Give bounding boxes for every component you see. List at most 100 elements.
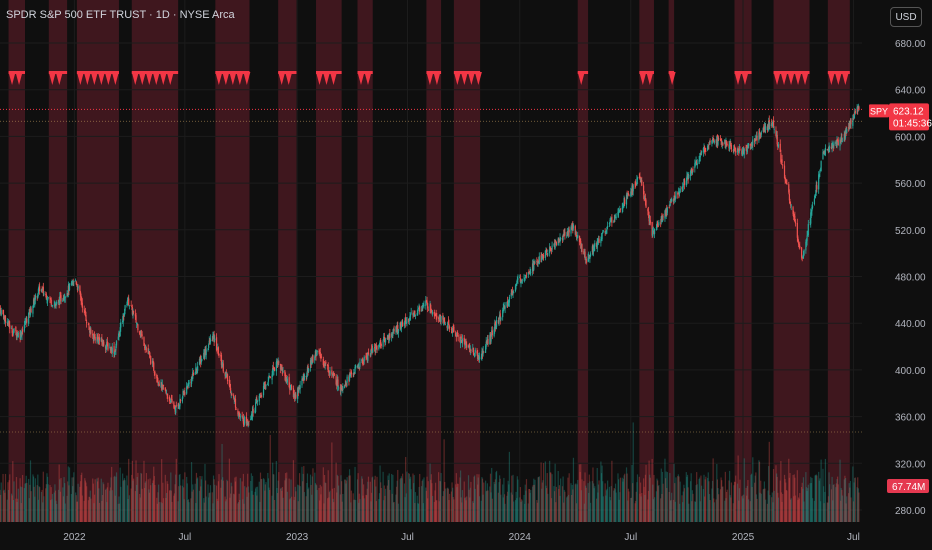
candle-body — [510, 292, 512, 297]
candle-body — [158, 383, 160, 386]
volume-bar — [607, 480, 609, 522]
volume-bar — [840, 500, 842, 522]
volume-bar — [265, 482, 267, 522]
volume-bar — [700, 485, 703, 522]
candle-body — [690, 169, 692, 173]
candle-body — [267, 383, 269, 386]
volume-bar — [57, 489, 60, 522]
candle-body — [24, 320, 26, 324]
candle-body — [572, 225, 575, 229]
volume-bar — [691, 490, 694, 522]
volume-bar — [156, 497, 158, 522]
volume-bar — [361, 476, 363, 522]
volume-bar — [600, 461, 602, 522]
candle-body — [6, 321, 8, 323]
candle-body — [10, 328, 13, 329]
candle-body — [813, 198, 816, 205]
volume-bar — [455, 473, 457, 522]
candle-body — [741, 150, 744, 156]
volume-bar — [68, 467, 71, 522]
volume-bar — [506, 491, 509, 522]
volume-bar — [619, 477, 622, 522]
volume-bar — [707, 472, 709, 522]
volume-bar — [79, 486, 81, 522]
alert-marker — [646, 72, 654, 85]
candle-body — [696, 163, 698, 166]
currency-button[interactable]: USD — [890, 7, 922, 27]
candle-body — [291, 385, 293, 389]
candle-body — [575, 234, 578, 238]
volume-bar — [733, 481, 736, 522]
candle-body — [563, 234, 565, 237]
candle-body — [280, 363, 282, 370]
candle-body — [598, 238, 600, 243]
candle-body — [395, 327, 397, 333]
candle-body — [627, 193, 629, 195]
candle-body — [370, 348, 373, 351]
volume-bar — [532, 485, 534, 522]
volume-bar — [576, 484, 578, 522]
candle-body — [547, 253, 549, 255]
candle-body — [235, 409, 237, 410]
candle-body — [752, 139, 754, 146]
candle-body — [704, 146, 706, 153]
volume-bar — [161, 459, 163, 522]
candle-body — [725, 141, 728, 145]
candle-body — [335, 376, 337, 385]
volume-bar — [431, 483, 433, 522]
candle-body — [615, 216, 617, 219]
volume-bar — [213, 479, 215, 522]
volume-bar — [72, 477, 74, 522]
candle-body — [769, 124, 771, 126]
candle-body — [340, 388, 342, 392]
volume-bar — [319, 500, 321, 522]
volume-bar — [19, 478, 21, 522]
volume-bar — [506, 495, 508, 522]
volume-bar — [63, 477, 65, 522]
candle-body — [537, 261, 539, 264]
volume-bar — [173, 493, 176, 522]
candle-body — [367, 352, 370, 354]
volume-bar — [777, 497, 780, 522]
volume-bar — [486, 490, 488, 522]
volume-bar — [712, 458, 714, 522]
candle-body — [541, 255, 543, 261]
candle-body — [102, 340, 104, 345]
candle-body — [311, 362, 313, 365]
volume-bar — [295, 491, 297, 522]
candle-body — [55, 302, 57, 306]
candle-body — [721, 142, 723, 145]
volume-bar — [29, 484, 31, 522]
volume-bar — [204, 463, 206, 522]
candle-body — [79, 286, 81, 293]
candle-body — [410, 312, 412, 314]
volume-bar — [256, 486, 259, 522]
volume-bar — [433, 501, 435, 522]
volume-bar — [540, 462, 542, 522]
volume-bar — [336, 492, 338, 522]
candle-body — [98, 337, 101, 341]
volume-bar — [500, 494, 502, 522]
volume-bar — [747, 499, 750, 522]
volume-bar — [47, 484, 49, 522]
candle-body — [64, 297, 66, 299]
volume-bar — [241, 481, 243, 522]
volume-bar — [208, 493, 210, 522]
candle-body — [9, 325, 11, 329]
volume-bar — [457, 483, 459, 522]
candle-body — [224, 372, 226, 376]
volume-bar — [314, 472, 316, 522]
candle-body — [308, 368, 310, 372]
candle-body — [751, 143, 753, 147]
volume-bar — [73, 472, 75, 522]
candle-body — [661, 214, 663, 220]
candle-body — [631, 185, 633, 195]
volume-bar — [478, 474, 480, 522]
volume-bar — [617, 479, 620, 522]
volume-bar — [704, 479, 706, 522]
volume-bar — [303, 466, 305, 522]
candle-body — [32, 299, 35, 307]
volume-bar — [651, 458, 653, 522]
volume-bar — [699, 501, 701, 522]
